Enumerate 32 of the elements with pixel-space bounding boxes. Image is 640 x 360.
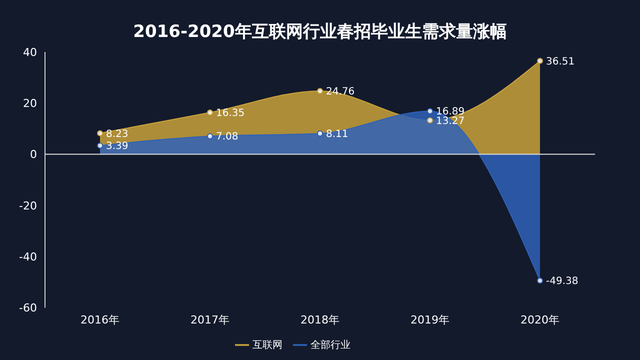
y-tick-label: -60: [19, 302, 37, 315]
x-tick-label: 2018年: [300, 314, 340, 327]
y-tick-label: -20: [19, 199, 37, 212]
y-tick-label: 40: [23, 46, 37, 59]
point: [317, 130, 323, 137]
point: [537, 58, 543, 64]
point: [207, 133, 213, 140]
data-label: 16.35: [216, 108, 245, 120]
data-label: 16.89: [436, 106, 465, 118]
x-tick-label: 2019年: [410, 314, 450, 327]
data-label: 8.11: [326, 129, 348, 140]
y-tick-label: 20: [23, 97, 37, 110]
point: [427, 117, 433, 124]
chart-title: 2016-2020年互联网行业春招毕业生需求量涨幅: [132, 21, 508, 43]
point: [97, 142, 103, 149]
legend-label: 互联网: [252, 340, 282, 351]
x-tick-label: 2020年: [520, 314, 560, 327]
y-tick-label: -40: [19, 250, 37, 264]
legend-label: 全部行业: [310, 340, 350, 351]
point: [427, 108, 433, 114]
data-label: 7.08: [216, 132, 238, 143]
x-tick-label: 2017年: [190, 314, 230, 327]
data-label: -49.38: [546, 276, 578, 288]
y-tick-label: 0: [30, 148, 37, 162]
point: [317, 88, 323, 94]
data-label: 3.39: [106, 141, 128, 152]
x-tick-label: 2016年: [80, 314, 120, 327]
data-label: 36.51: [546, 56, 575, 68]
point: [97, 130, 103, 136]
point: [537, 278, 543, 284]
point: [207, 109, 213, 116]
data-label: 8.23: [106, 128, 128, 140]
